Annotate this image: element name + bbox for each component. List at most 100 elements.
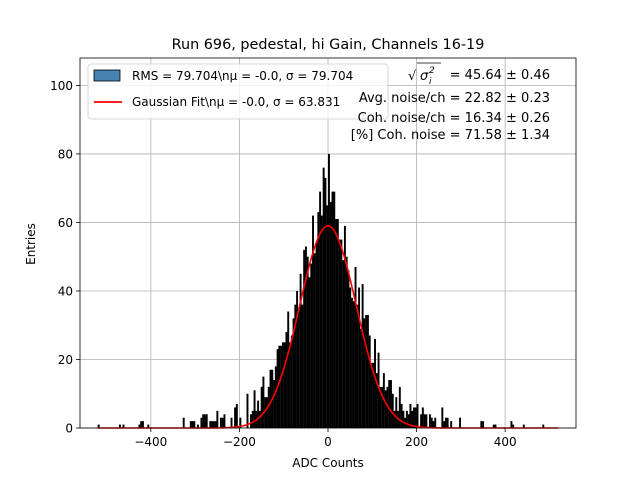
histogram-bar xyxy=(432,421,435,428)
histogram-bar xyxy=(290,335,293,428)
histogram-bar xyxy=(361,284,364,428)
histogram-bar xyxy=(264,397,267,428)
y-axis-ticks: 0 20 40 60 80 100 xyxy=(50,79,80,436)
histogram-bar xyxy=(239,417,242,428)
histogram-bar xyxy=(407,414,410,428)
histogram-bar xyxy=(191,421,194,428)
histogram-bar xyxy=(443,421,446,428)
histogram-bar xyxy=(345,256,348,428)
histogram-bar xyxy=(494,424,497,428)
histogram-bar xyxy=(492,424,495,428)
histogram-bar xyxy=(317,212,320,428)
histogram-bar xyxy=(320,215,323,428)
histogram-bar xyxy=(329,201,332,428)
histogram-bar xyxy=(390,380,392,428)
histogram-bar xyxy=(416,404,419,428)
histogram-bar xyxy=(352,301,355,428)
histogram-bar xyxy=(196,424,199,428)
histogram-bar xyxy=(269,369,272,428)
histogram-bar xyxy=(421,407,424,428)
histogram-bar xyxy=(358,287,361,428)
histogram-bar xyxy=(512,424,515,428)
histogram-bar xyxy=(441,407,444,428)
histogram-bar xyxy=(287,311,290,428)
histogram-bar xyxy=(413,407,415,428)
histogram-bar xyxy=(301,304,304,428)
histogram-bar xyxy=(365,314,368,428)
histogram-bar xyxy=(189,421,192,428)
histogram-bar xyxy=(266,397,268,428)
sigma-symbol: σ xyxy=(420,69,429,84)
histogram-bar xyxy=(368,335,371,428)
histogram-bar xyxy=(522,424,525,428)
histogram-bar xyxy=(340,239,343,428)
histogram-bar xyxy=(147,424,150,428)
x-tick-label: 200 xyxy=(405,435,428,449)
histogram-bar xyxy=(402,410,405,428)
histogram-bar xyxy=(204,414,206,428)
histogram-bar xyxy=(319,191,322,428)
histogram-bar xyxy=(212,421,215,428)
legend-box xyxy=(87,63,389,120)
histogram-bar xyxy=(205,414,208,428)
histogram-bar xyxy=(234,407,237,428)
histogram-bar xyxy=(324,177,327,428)
histogram-bar xyxy=(97,424,100,428)
histogram-bar xyxy=(281,342,284,428)
noise-annotations: √ σ 2 i = 45.64 ± 0.46 Avg. noise/ch = 2… xyxy=(351,62,550,143)
histogram-bar xyxy=(313,253,316,428)
histogram-bar xyxy=(370,362,373,428)
histogram-bar xyxy=(299,273,302,428)
histogram-bar xyxy=(386,386,389,428)
histogram-bar xyxy=(140,421,143,428)
histogram-bar xyxy=(182,417,185,428)
histogram-bar xyxy=(297,308,300,428)
histogram-bar xyxy=(202,414,205,428)
histogram-bar xyxy=(251,410,254,428)
histogram-bar xyxy=(142,421,144,428)
histogram-bar xyxy=(411,410,414,428)
histogram-bar xyxy=(420,414,423,428)
histogram-bar xyxy=(122,424,125,428)
histogram-bar xyxy=(273,380,276,428)
histogram-bar xyxy=(388,380,391,428)
x-axis-label: ADC Counts xyxy=(292,456,364,470)
histogram-bar xyxy=(289,342,291,428)
histogram-bar xyxy=(280,345,283,428)
histogram-bar xyxy=(310,263,313,428)
histogram-bar xyxy=(351,297,353,428)
histogram-bar xyxy=(510,421,513,428)
histogram-bar xyxy=(331,191,334,428)
histogram-bar xyxy=(425,414,428,428)
histogram-bar xyxy=(306,256,309,428)
histogram-bar xyxy=(278,345,281,428)
histogram-bar xyxy=(260,386,263,428)
histogram-bar xyxy=(395,397,398,428)
histogram-bar xyxy=(118,424,121,428)
histogram-bar xyxy=(343,225,346,428)
histogram-bar xyxy=(342,260,345,428)
histogram-bar xyxy=(356,304,359,428)
histogram-bar xyxy=(444,417,447,428)
histogram-bar xyxy=(381,386,384,428)
y-tick-label: 60 xyxy=(58,216,73,230)
histogram-bar xyxy=(459,417,462,428)
histogram-bar xyxy=(338,239,341,428)
histogram-bar xyxy=(303,249,306,428)
histogram-bar xyxy=(379,386,382,428)
histogram-bar xyxy=(283,342,286,428)
histogram-bar xyxy=(246,393,249,428)
histogram-bar xyxy=(315,243,318,428)
legend: RMS = 79.704\nμ = -0.0, σ = 79.704 Gauss… xyxy=(87,63,389,120)
histogram-bar xyxy=(372,362,375,428)
histogram-bar xyxy=(405,410,408,428)
histogram-bar xyxy=(214,421,217,428)
histogram-bar xyxy=(219,417,222,428)
histogram-bar xyxy=(211,421,214,428)
histogram-bar xyxy=(414,407,417,428)
superscript-2: 2 xyxy=(429,66,435,76)
histogram-bar xyxy=(400,404,403,428)
chart-title: Run 696, pedestal, hi Gain, Channels 16-… xyxy=(172,37,485,53)
legend-histogram-swatch xyxy=(93,69,121,82)
